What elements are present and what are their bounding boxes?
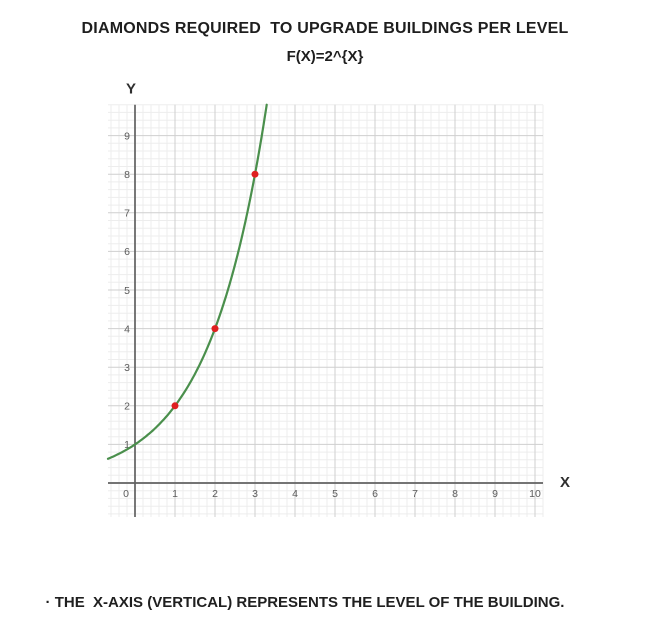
x-tick-label: 5 [332, 488, 338, 500]
major-grid [108, 104, 543, 517]
y-tick-label: 9 [124, 130, 130, 142]
x-tick-label: 8 [452, 488, 458, 500]
x-tick-label: 3 [252, 488, 258, 500]
x-tick-label: 10 [529, 488, 541, 500]
data-points [171, 170, 259, 410]
function-curve [106, 103, 268, 460]
x-tick-label: 2 [212, 488, 218, 500]
y-tick-label: 8 [124, 169, 130, 181]
y-tick-label: 3 [124, 362, 130, 374]
y-tick-label: 1 [124, 439, 130, 451]
data-point [171, 402, 179, 410]
data-point [211, 325, 219, 333]
data-point [251, 170, 259, 178]
chart-notes: · THE X-AXIS (VERTICAL) REPRESENTS THE L… [0, 534, 610, 623]
x-tick-label: 4 [292, 488, 298, 500]
x-tick-label: 9 [492, 488, 498, 500]
x-tick-label: 0 [123, 488, 129, 500]
x-axis-label: X [560, 474, 570, 491]
y-tick-label: 7 [124, 208, 130, 220]
x-tick-label: 6 [372, 488, 378, 500]
tick-labels: 0 1 2 3 4 5 6 7 8 9 10 1 2 3 4 5 6 7 8 9 [123, 130, 541, 500]
axes [108, 104, 543, 517]
y-axis-label: Y [126, 81, 136, 98]
x-tick-label: 1 [172, 488, 178, 500]
y-tick-label: 4 [124, 323, 130, 335]
y-tick-label: 6 [124, 246, 130, 258]
x-tick-label: 7 [412, 488, 418, 500]
y-tick-label: 2 [124, 401, 130, 413]
chart-formula: F(X)=2^{X} [286, 48, 364, 65]
chart-title: DIAMONDS REQUIRED TO UPGRADE BUILDINGS P… [81, 20, 569, 37]
y-tick-label: 5 [124, 285, 130, 297]
minor-grid [108, 104, 544, 517]
note-line-x-axis: · THE X-AXIS (VERTICAL) REPRESENTS THE L… [45, 594, 565, 611]
